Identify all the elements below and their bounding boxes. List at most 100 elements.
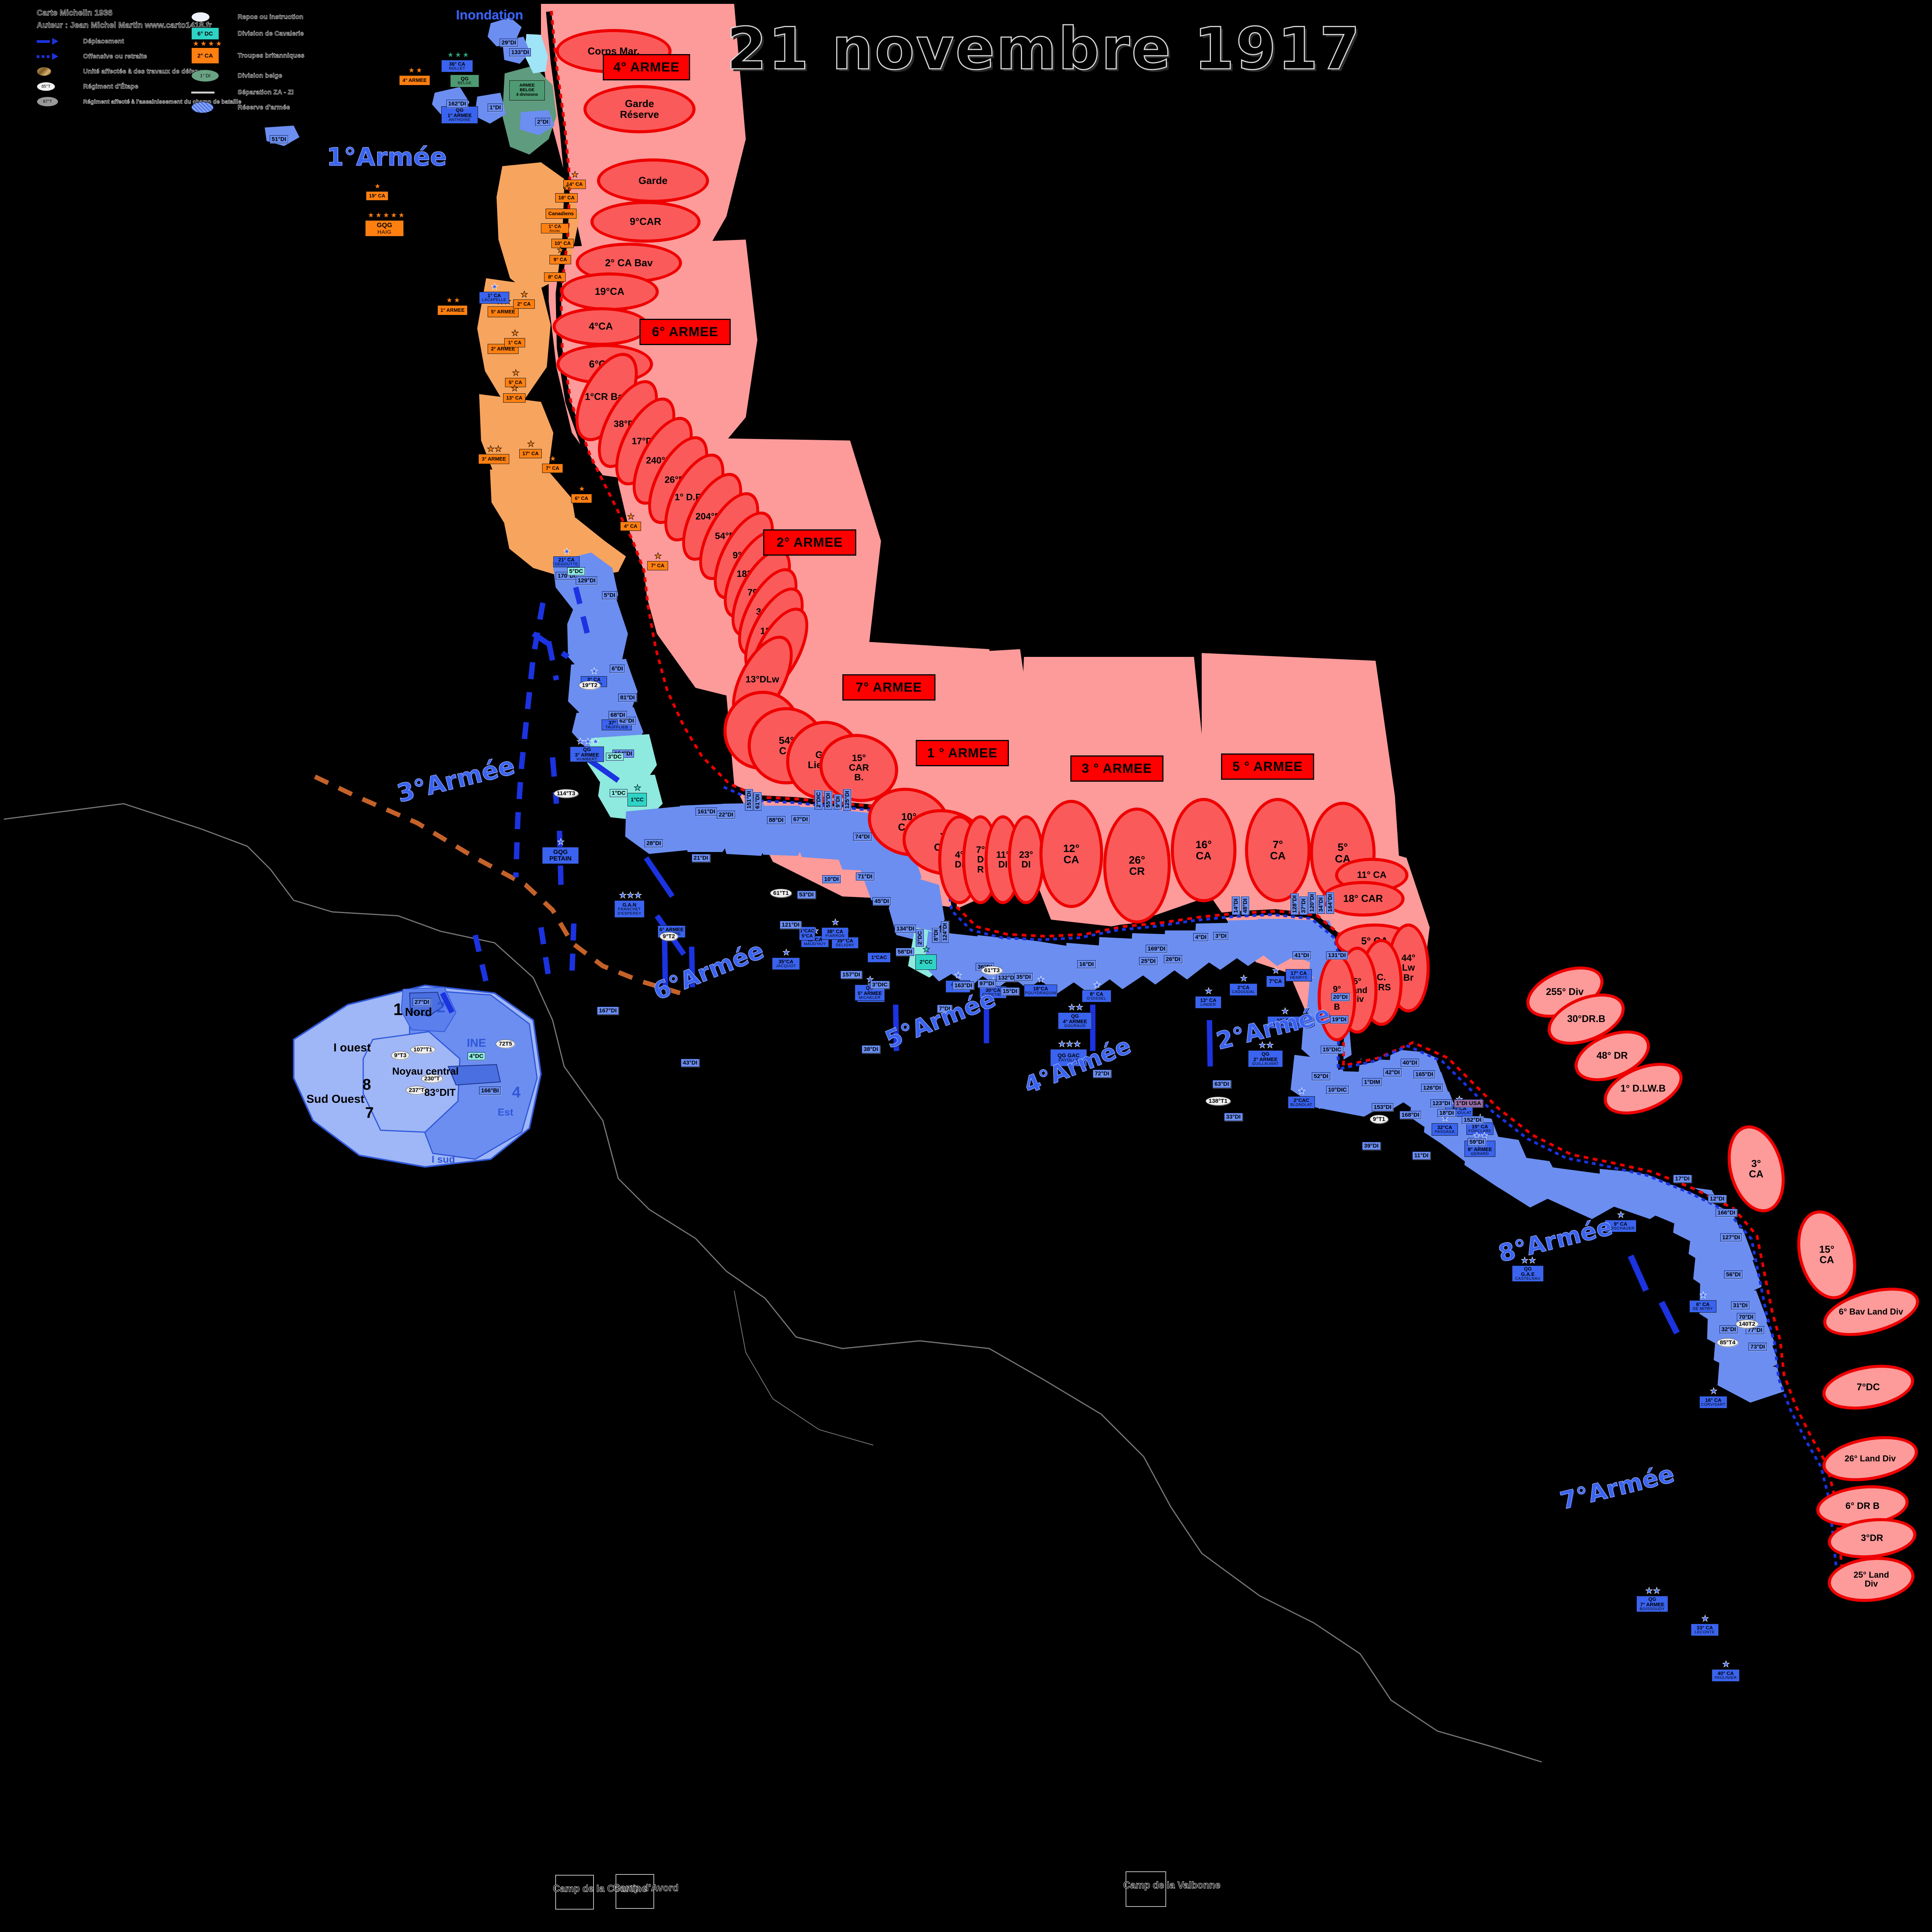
unit-hq-box[interactable]: 2° CA [513, 299, 535, 309]
division-pill[interactable]: 12°DI [1708, 1195, 1726, 1203]
unit-hq-box[interactable]: 1°CAC [867, 952, 891, 963]
unit-hq-box[interactable]: 2°CAC BLONDLAT [1288, 1096, 1315, 1109]
cavalry-division-pill[interactable]: 5°DC [567, 567, 585, 575]
division-pill[interactable]: 29°DI [500, 39, 518, 47]
division-pill[interactable]: 67°DI [791, 815, 810, 823]
territorial-regiment-pill[interactable]: 114°T3 [554, 789, 578, 798]
division-pill[interactable]: 169°DI [1146, 945, 1168, 953]
division-pill[interactable]: 81°DI [618, 694, 637, 702]
territorial-regiment-pill[interactable]: 9°T1 [1370, 1115, 1388, 1124]
division-pill[interactable]: 38°DI [862, 1045, 880, 1053]
unit-hq-box[interactable]: QG 2° ARMEE GUILLAUMAT [1248, 1050, 1283, 1067]
unit-hq-box[interactable]: 1°CAC 5°CA [799, 927, 815, 940]
division-pill[interactable]: 3°DIC [870, 981, 890, 989]
territorial-regiment-pill[interactable]: 19°T2 [579, 681, 601, 690]
unit-hq-box[interactable]: 38° CA PIARRON [821, 927, 849, 940]
unit-hq-box[interactable]: 40° CA PAULINIER [1712, 1669, 1740, 1682]
unit-hq-box[interactable]: 15° CA FONCLARE [1466, 1122, 1493, 1135]
unit-hq-box[interactable]: QG 5° ARMEE MICHELER [855, 985, 885, 1001]
unit-hq-box[interactable]: 8° CA [544, 272, 566, 282]
division-pill[interactable]: 72°DI [1093, 1070, 1111, 1078]
division-pill[interactable]: 71°DI [856, 872, 874, 881]
division-pill[interactable]: 2°DC [916, 929, 924, 947]
division-pill[interactable]: 52°DI [1312, 1072, 1330, 1080]
division-pill[interactable]: 16°DI [1077, 960, 1096, 968]
unit-hq-box[interactable]: QG BELGE [450, 75, 479, 87]
division-pill[interactable]: 61°DI [753, 792, 762, 811]
division-pill[interactable]: 48°DI [1241, 896, 1249, 915]
unit-hq-box[interactable]: 6° CA [571, 494, 592, 503]
division-pill[interactable]: 8°DI [932, 927, 940, 943]
division-pill[interactable]: 22°DI [717, 811, 735, 819]
territorial-regiment-pill[interactable]: 72T5 [496, 1039, 515, 1048]
division-pill[interactable]: 20°DI [1331, 993, 1350, 1001]
unit-hq-box[interactable]: QG 1° ARMEE ANTHOINE [441, 106, 478, 124]
division-pill[interactable]: 10°DIC [1326, 1086, 1349, 1094]
division-pill[interactable]: 125°DI [843, 789, 851, 811]
division-pill[interactable]: 15°DI [1001, 987, 1019, 995]
unit-hq-box[interactable]: GQG PETAIN [542, 847, 579, 864]
division-pill[interactable]: 53°DI [797, 891, 816, 899]
division-pill[interactable]: 26°DI [1164, 955, 1182, 963]
division-pill[interactable]: 45°DI [872, 897, 891, 905]
division-pill[interactable]: 19°DI [1330, 1015, 1349, 1024]
division-pill[interactable]: 56°DI [1724, 1270, 1743, 1279]
division-pill[interactable]: 124°DI [941, 921, 949, 943]
territorial-regiment-pill[interactable]: 85°T4 [1717, 1338, 1739, 1347]
division-pill[interactable]: 2°DIC [815, 790, 823, 810]
division-pill[interactable]: 1°DIM [1362, 1078, 1382, 1086]
territorial-regiment-pill[interactable]: 138°T1 [1206, 1097, 1231, 1105]
division-pill[interactable]: 70°DI [1737, 1313, 1755, 1321]
cavalry-division-pill[interactable]: 1°DC [610, 789, 628, 797]
unit-hq-box[interactable]: 6° CA DE MITRY [1689, 1300, 1716, 1313]
division-pill[interactable]: 21°DI [692, 854, 710, 862]
division-pill[interactable]: 164°DI [1326, 892, 1334, 914]
division-pill[interactable]: 1°DI [488, 104, 503, 112]
territorial-regiment-pill[interactable]: 61°T3 [981, 966, 1003, 975]
unit-hq-box[interactable]: 18° CA [555, 193, 578, 202]
unit-hq-box[interactable]: QG 7° ARMEE BOISSOUDY [1636, 1596, 1668, 1612]
division-pill[interactable]: 39°DI [1362, 1142, 1381, 1150]
division-pill[interactable]: 33°DI [1224, 1113, 1243, 1121]
division-pill[interactable]: 88°DI [767, 816, 786, 824]
unit-hq-box[interactable]: 21° CA DEGOUTTE [553, 556, 580, 567]
division-pill[interactable]: 123°DI [1430, 1099, 1452, 1107]
division-pill[interactable]: 15°DIC [1321, 1046, 1344, 1054]
division-pill[interactable]: 35°DI [1014, 973, 1033, 981]
division-pill[interactable]: 134°DI [895, 925, 917, 933]
unit-hq-box[interactable]: GQG HAIG [365, 220, 404, 236]
division-pill[interactable]: 166°BI [479, 1087, 501, 1095]
unit-hq-box[interactable]: 1° CA LACAPELLE [479, 292, 509, 304]
unit-hq-box[interactable]: 1° CA [504, 338, 525, 347]
unit-hq-box[interactable]: 18°CA POUYDRAGUIN [1024, 985, 1057, 997]
unit-hq-box[interactable]: 7° CA [647, 561, 668, 570]
unit-hq-box[interactable]: 16° CA CORVISART [1699, 1396, 1727, 1408]
division-pill[interactable]: 9°DI [834, 794, 842, 810]
division-pill[interactable]: 55°DI [824, 791, 832, 810]
unit-hq-box[interactable]: 4° ARMEE [399, 75, 430, 85]
division-pill[interactable]: 162°DI [446, 100, 468, 108]
unit-hq-box[interactable]: 5° ARMEE [488, 306, 519, 317]
unit-hq-box[interactable]: 33° CA LECONTE [1691, 1624, 1719, 1636]
territorial-regiment-pill[interactable]: 61°T1 [770, 889, 792, 898]
division-pill[interactable]: 18°DI [1437, 1109, 1456, 1117]
division-pill[interactable]: 34°DI [1317, 895, 1325, 914]
unit-hq-box[interactable]: ARMEE BELGE 4 divisions [509, 80, 545, 100]
unit-hq-box[interactable]: 35°CA JACQUOT [772, 957, 800, 970]
division-pill[interactable]: 43°DI [681, 1059, 699, 1067]
division-pill[interactable]: 165°DI [1413, 1070, 1435, 1078]
division-pill[interactable]: 153°DI [1372, 1103, 1394, 1111]
division-pill[interactable]: 31°DI [1731, 1301, 1750, 1310]
division-pill[interactable]: 167°DI [597, 1007, 619, 1015]
division-pill[interactable]: 120°DI [1308, 892, 1316, 914]
unit-hq-box[interactable]: 14° CA [563, 180, 586, 189]
unit-hq-box[interactable]: 7° CA [542, 464, 563, 473]
division-pill[interactable]: 28°DI [645, 839, 663, 847]
division-pill[interactable]: 3°DI [1213, 932, 1229, 940]
division-pill[interactable]: 97°DI [978, 980, 996, 988]
unit-hq-box[interactable]: 1° CA Anzac [541, 223, 569, 233]
division-pill[interactable]: 73°DI [1748, 1343, 1767, 1351]
division-pill[interactable]: 126°DI [1421, 1084, 1443, 1092]
division-pill[interactable]: 68°DI [609, 711, 627, 719]
unit-hq-box[interactable]: 19° CA [366, 191, 388, 201]
